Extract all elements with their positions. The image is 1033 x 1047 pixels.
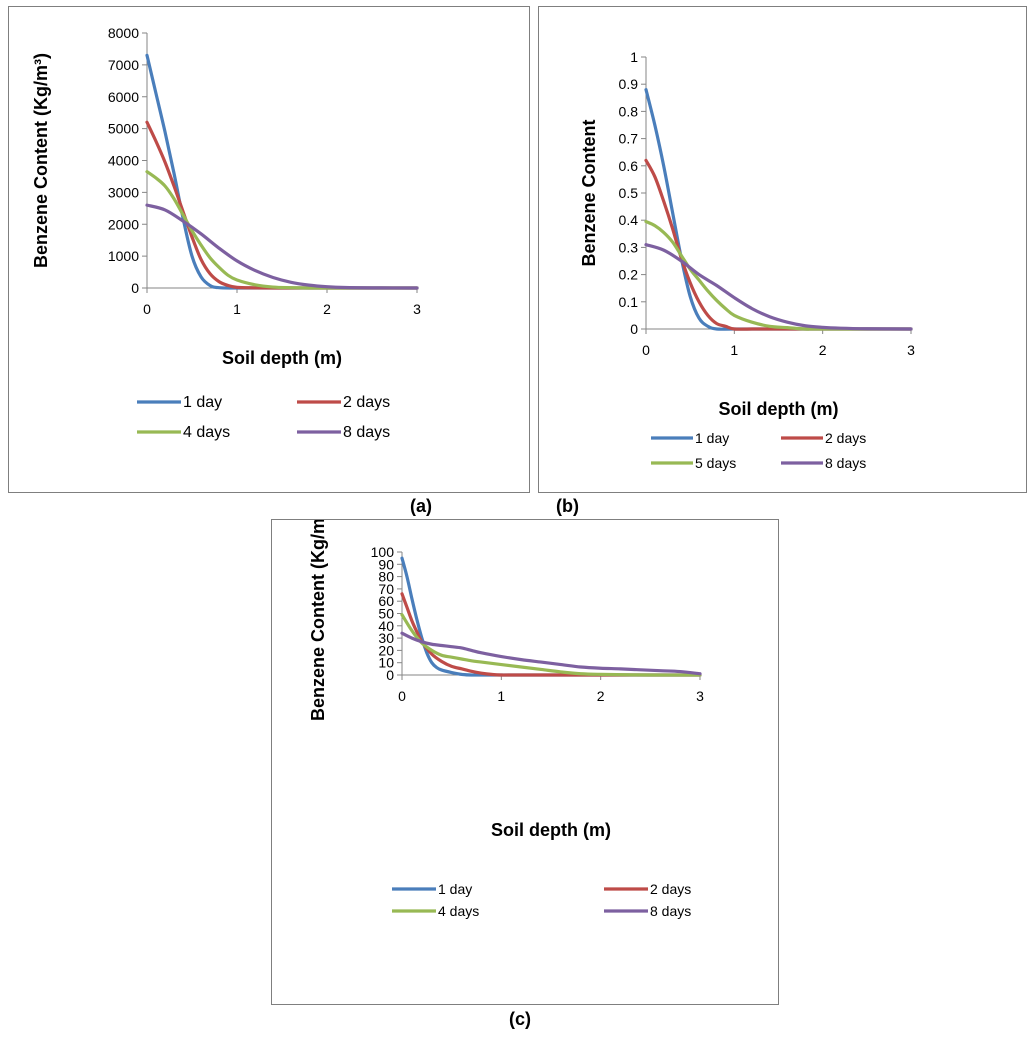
legend-label: 8 days: [650, 903, 691, 919]
y-tick-label: 0.3: [619, 239, 639, 255]
y-tick-label: 0.8: [619, 103, 639, 119]
x-tick-label: 0: [642, 342, 650, 358]
panel-label-a: (a): [410, 496, 432, 516]
x-tick-label: 0: [398, 688, 406, 704]
legend-label: 2 days: [343, 394, 390, 411]
y-tick-label: 0.7: [619, 131, 639, 147]
legend-label: 4 days: [183, 424, 230, 441]
series-line-4: [145, 203, 419, 290]
x-axis-title: Soil depth (m): [491, 820, 611, 840]
legend-label: 1 day: [183, 394, 222, 411]
y-tick-label: 0.4: [619, 212, 639, 228]
x-tick-label: 1: [233, 301, 241, 317]
legend-label: 1 day: [695, 430, 729, 446]
x-tick-label: 1: [730, 342, 738, 358]
x-tick-label: 1: [497, 688, 505, 704]
y-tick-label: 60: [378, 593, 394, 609]
series-line-1: [145, 53, 419, 290]
x-axis-title: Soil depth (m): [222, 348, 342, 368]
chart-panel-c: 0 10 20 30 40 50 60 70 80 90 100 0 1 2 3 Soil depth (m)…: [271, 519, 779, 1005]
y-tick-label: 50: [378, 606, 394, 622]
y-tick-label: 0.9: [619, 76, 639, 92]
y-tick-label: 1000: [108, 248, 139, 264]
y-tick-label: 6000: [108, 89, 139, 105]
series-line-2: [400, 592, 702, 677]
y-axis-title: Benzene Content (Kg/m³): [308, 520, 328, 721]
series-line-1: [400, 556, 702, 677]
x-tick-label: 2: [597, 688, 605, 704]
chart-a-svg: 0 1000 2000 3000 4000 5000 6000 7000 8000 0 1 2 3 Soi…: [31, 25, 421, 441]
panel-label-b: (b): [556, 496, 579, 516]
y-tick-label: 0.1: [619, 294, 639, 310]
y-axis-title: Benzene Content (Kg/m³): [31, 53, 51, 268]
y-tick-label: 40: [378, 618, 394, 634]
y-tick-label: 100: [371, 544, 395, 560]
legend-label: 2 days: [825, 430, 866, 446]
series-line-4: [400, 631, 702, 676]
x-tick-label: 2: [323, 301, 331, 317]
legend-label: 4 days: [438, 903, 479, 919]
x-tick-label: 2: [819, 342, 827, 358]
y-tick-label: 3000: [108, 184, 139, 200]
legend-label: 2 days: [650, 881, 691, 897]
x-tick-label: 3: [907, 342, 915, 358]
legend-label: 1 day: [438, 881, 472, 897]
x-tick-label: 3: [696, 688, 704, 704]
y-tick-label: 0: [630, 321, 638, 337]
y-tick-label: 8000: [108, 25, 139, 41]
y-tick-label: 0: [386, 667, 394, 683]
series-line-3: [145, 170, 419, 290]
x-axis-title: Soil depth (m): [719, 399, 839, 419]
y-tick-label: 7000: [108, 57, 139, 73]
y-tick-label: 5000: [108, 121, 139, 137]
chart-b-svg: 0 0.1 0.2 0.3 0.4 0.5 0.6 0.7 0.8 0.9 1 0 1 2 3 Soil de…: [579, 49, 915, 471]
series-line-1: [644, 88, 913, 331]
legend-label: 8 days: [825, 455, 866, 471]
legend-label: 8 days: [343, 424, 390, 441]
x-tick-label: 0: [143, 301, 151, 317]
series-line-2: [145, 120, 419, 290]
chart-panel-b: 0 0.1 0.2 0.3 0.4 0.5 0.6 0.7 0.8 0.9 1 0 1 2 3 Soil de…: [538, 6, 1027, 493]
y-tick-label: 4000: [108, 153, 139, 169]
y-tick-label: 70: [378, 581, 394, 597]
y-tick-label: 30: [378, 630, 394, 646]
series-line-3: [400, 613, 702, 677]
y-tick-label: 0.2: [619, 267, 639, 283]
y-tick-label: 0.5: [619, 185, 639, 201]
y-tick-label: 2000: [108, 216, 139, 232]
series-line-3: [644, 219, 913, 331]
y-tick-label: 0.6: [619, 158, 639, 174]
y-tick-label: 1: [630, 49, 638, 65]
y-tick-label: 10: [378, 655, 394, 671]
y-axis-title: Benzene Content: [579, 119, 599, 266]
y-tick-label: 0: [131, 280, 139, 296]
y-tick-label: 80: [378, 569, 394, 585]
legend-label: 5 days: [695, 455, 736, 471]
y-tick-label: 20: [378, 642, 394, 658]
panel-label-c: (c): [509, 1009, 531, 1029]
chart-panel-a: 0 1000 2000 3000 4000 5000 6000 7000 8000 0 1 2 3 Soi…: [8, 6, 530, 493]
x-tick-label: 3: [413, 301, 421, 317]
series-line-4: [644, 243, 913, 331]
series-line-2: [644, 158, 913, 331]
y-tick-label: 90: [378, 556, 394, 572]
